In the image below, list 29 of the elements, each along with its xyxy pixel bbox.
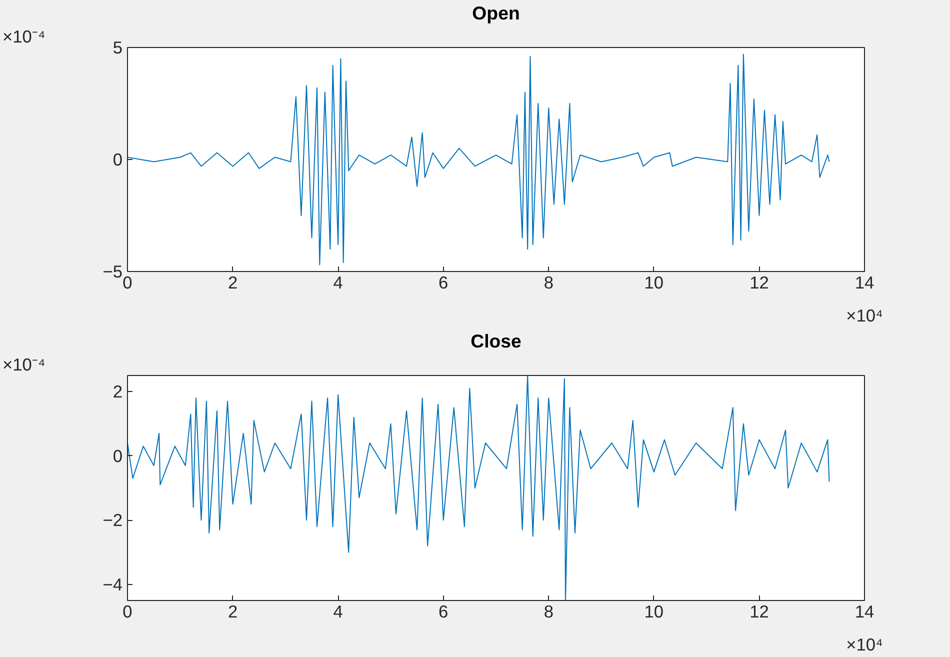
x-tick-label: 14	[854, 602, 874, 622]
y-tick-label: −5	[102, 262, 123, 282]
x-tick-label: 14	[854, 272, 874, 292]
text: ×10⁴	[846, 306, 883, 326]
text: ×10⁻⁴	[2, 354, 46, 374]
x-tick-label: 2	[228, 272, 238, 292]
x-tick-label: 10	[644, 602, 664, 622]
x-tick-label: 4	[333, 272, 344, 292]
x-tick-label: 2	[228, 602, 238, 622]
text: ×10⁻⁴	[2, 26, 46, 46]
x-tick-label: 8	[544, 602, 554, 622]
y-tick-label: 5	[112, 38, 123, 58]
chart-title: Open	[472, 2, 520, 24]
x-tick-label: 10	[644, 272, 664, 292]
y-tick-label: −2	[102, 510, 123, 530]
x-tick-label: 6	[438, 602, 448, 622]
y-tick-label: −4	[102, 574, 123, 594]
chart-title: Close	[470, 330, 522, 352]
text: ×10⁴	[846, 634, 883, 654]
y-tick-label: 2	[112, 382, 123, 402]
x-tick-label: 4	[333, 602, 344, 622]
x-tick-label: 6	[438, 272, 448, 292]
line-series	[128, 376, 830, 600]
x-tick-label: 8	[544, 272, 554, 292]
line-series	[128, 54, 830, 266]
y-tick-label: 0	[112, 150, 123, 170]
x-tick-label: 12	[750, 272, 769, 292]
x-tick-label: 12	[750, 602, 769, 622]
y-tick-label: 0	[112, 446, 123, 466]
